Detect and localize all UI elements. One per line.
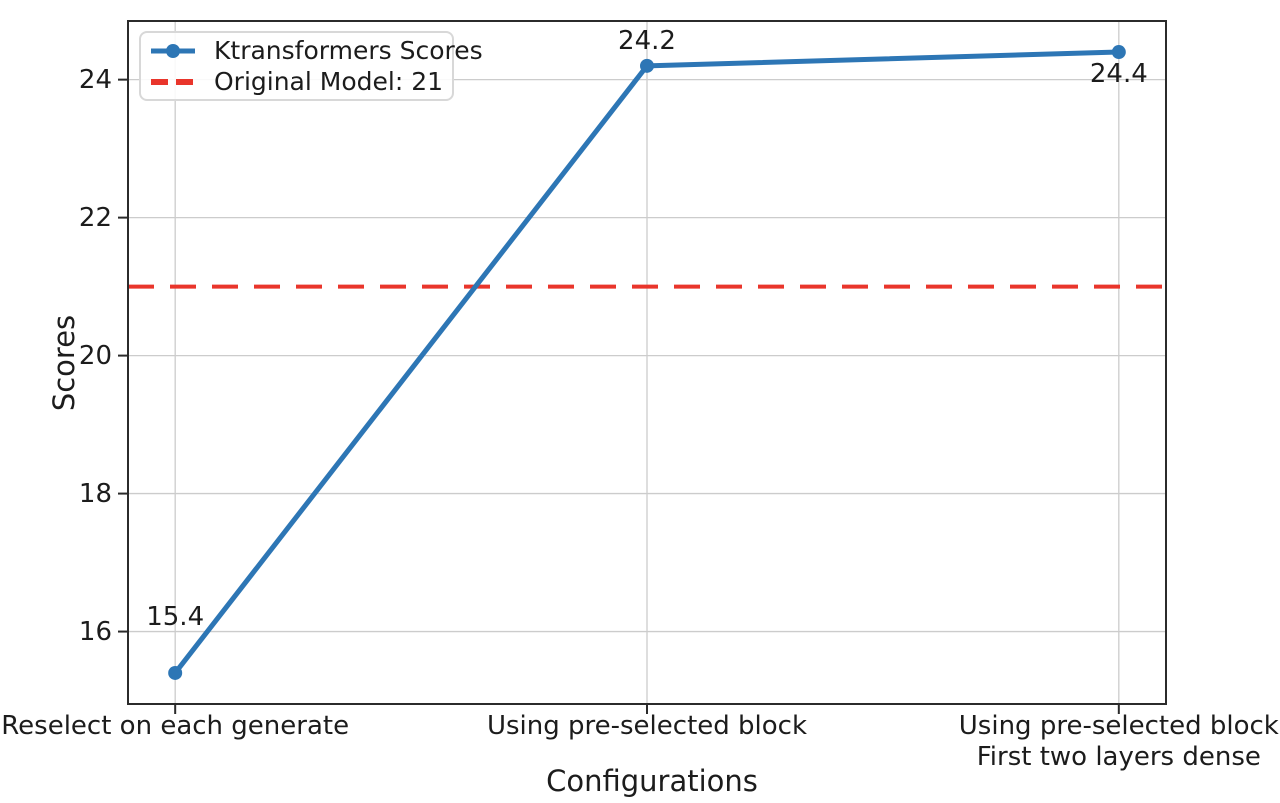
legend-label-series: Ktransformers Scores xyxy=(214,36,483,65)
data-point-label: 24.2 xyxy=(618,25,676,56)
y-axis-title: Scores xyxy=(47,314,81,412)
x-axis-title: Configurations xyxy=(546,764,758,798)
gridlines xyxy=(128,21,1166,704)
y-tick-label: 22 xyxy=(78,202,112,233)
y-tick-label: 20 xyxy=(78,340,112,371)
tick-marks xyxy=(118,78,1120,714)
y-tick-label: 18 xyxy=(78,478,112,509)
legend: Ktransformers Scores Original Model: 21 xyxy=(139,31,483,101)
reference-dash-icon xyxy=(151,78,195,85)
x-tick-label: Using pre-selected block xyxy=(486,711,808,741)
legend-item-reference: Original Model: 21 xyxy=(149,66,444,97)
x-tick-label: Using pre-selected block First two layer… xyxy=(958,711,1279,772)
data-point-marker xyxy=(640,58,654,73)
x-tick-label: Reselect on each generate xyxy=(1,711,350,741)
data-point-label: 15.4 xyxy=(146,601,205,632)
y-tick-label: 24 xyxy=(78,64,112,95)
data-point-marker xyxy=(1111,45,1126,60)
series-line-icon xyxy=(151,43,195,58)
y-tick-label: 16 xyxy=(78,616,112,647)
legend-item-series: Ktransformers Scores xyxy=(149,35,483,66)
data-point-label: 24.4 xyxy=(1089,59,1148,90)
data-point-marker xyxy=(168,665,183,680)
legend-label-reference: Original Model: 21 xyxy=(214,67,444,96)
